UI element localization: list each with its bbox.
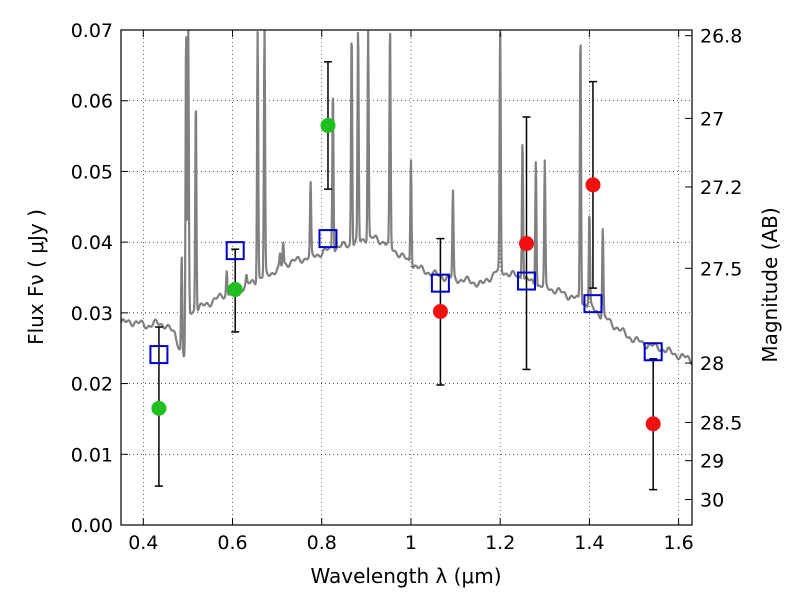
marker-layer: [149, 117, 663, 432]
model-square-point: [225, 241, 245, 261]
y-tick-label: 0.06: [71, 91, 113, 113]
sed-spectrum-line: [121, 30, 692, 366]
x-tick-label: 0.6: [217, 532, 247, 554]
y-axis-right-label: Magnitude (AB): [758, 207, 782, 362]
y-tick-label: 0.00: [71, 515, 113, 537]
model-square-point: [318, 229, 338, 249]
y-tick-label: 0.04: [71, 232, 113, 254]
x-axis-label: Wavelength λ (μm): [310, 564, 501, 588]
y-axis-label: Flux Fν ( μJy ): [24, 209, 48, 345]
x-tick-label: 1.2: [485, 532, 515, 554]
model-square-point: [516, 271, 536, 291]
model-square-point: [643, 342, 663, 362]
ticks: 0.4 0.6 0.8 1 1.2 1.4 1.6 0.00 0.01 0.02 0.03 0.04 0…: [71, 20, 743, 554]
model-square-point: [430, 273, 450, 293]
magnitude-tick-label: 27: [700, 108, 724, 130]
y-tick-label: 0.01: [71, 444, 113, 466]
x-tick-label: 1.6: [664, 532, 694, 554]
model-square-point: [583, 294, 603, 314]
x-tick-label: 0.4: [128, 532, 158, 554]
green-flux-point: [151, 400, 167, 416]
x-tick-label: 1: [405, 532, 417, 554]
magnitude-tick-label: 26.8: [700, 26, 742, 48]
model-square-point: [149, 345, 169, 365]
x-tick-label: 0.8: [307, 532, 337, 554]
magnitude-tick-label: 27.2: [700, 177, 742, 199]
magnitude-tick-label: 28.5: [700, 412, 742, 434]
red-flux-point: [585, 177, 601, 193]
magnitude-tick-label: 27.5: [700, 258, 742, 280]
y-tick-label: 0.07: [71, 20, 113, 42]
spectrum-layer: [121, 30, 692, 366]
red-flux-point: [518, 236, 534, 252]
green-flux-point: [227, 282, 243, 298]
y-tick-label: 0.02: [71, 374, 113, 396]
magnitude-tick-label: 30: [700, 490, 724, 512]
green-flux-point: [320, 117, 336, 133]
y-tick-label: 0.05: [71, 161, 113, 183]
plot-frame: [120, 29, 693, 526]
x-tick-label: 1.4: [574, 532, 604, 554]
grid: [121, 29, 692, 526]
y-tick-label: 0.03: [71, 303, 113, 325]
red-flux-point: [432, 303, 448, 319]
red-flux-point: [645, 416, 661, 432]
magnitude-tick-label: 28: [700, 353, 724, 375]
magnitude-tick-label: 29: [700, 451, 724, 473]
